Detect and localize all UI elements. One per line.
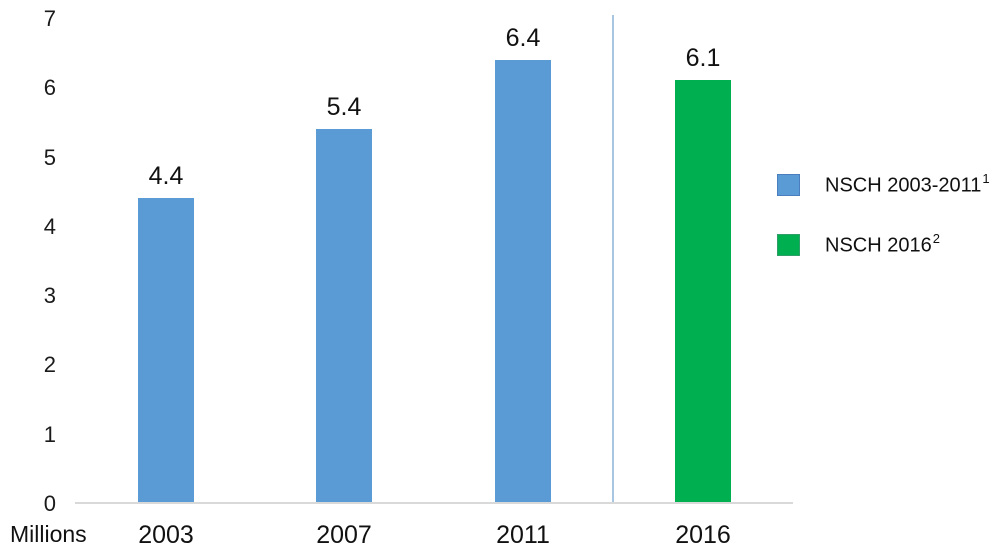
bar-2011	[495, 59, 551, 503]
legend-label-text: NSCH 2016	[825, 234, 932, 257]
legend-label-nsch-2003-2011: NSCH 2003-20111	[825, 170, 990, 198]
x-category-label-2003: 2003	[138, 521, 194, 549]
bar-value-label-2007: 5.4	[326, 92, 362, 121]
legend-footnote-superscript-1: 1	[982, 170, 990, 186]
bar-value-label-2016: 6.1	[685, 44, 721, 73]
legend-label-nsch-2016: NSCH 20162	[825, 230, 940, 258]
y-tick-1: 1	[43, 421, 56, 447]
bar-2016	[675, 80, 731, 503]
legend-swatch-green	[777, 233, 800, 256]
bar-2007	[316, 128, 372, 503]
bar-2003	[138, 198, 194, 503]
x-category-label-2007: 2007	[316, 521, 372, 549]
bar-value-label-2011: 6.4	[505, 23, 541, 52]
y-tick-4: 4	[43, 213, 56, 239]
y-tick-6: 6	[43, 75, 56, 101]
x-axis-line	[75, 502, 793, 504]
y-tick-3: 3	[43, 283, 56, 309]
y-tick-2: 2	[43, 352, 56, 378]
y-axis-unit-label: Millions	[10, 521, 87, 547]
x-category-label-2011: 2011	[496, 521, 550, 549]
y-tick-7: 7	[43, 6, 56, 31]
legend: NSCH 2003-20111 NSCH 20162	[777, 170, 990, 292]
legend-swatch-blue	[777, 173, 800, 196]
legend-item-nsch-2016: NSCH 20162	[777, 230, 989, 258]
legend-footnote-superscript-2: 2	[932, 230, 940, 246]
y-tick-0: 0	[43, 491, 56, 516]
legend-label-text: NSCH 2003-2011	[825, 174, 982, 197]
legend-item-nsch-2003-2011: NSCH 2003-20111	[777, 170, 990, 198]
x-category-label-2016: 2016	[675, 521, 731, 549]
y-tick-5: 5	[43, 144, 56, 170]
series-separator-line	[612, 15, 614, 503]
bar-value-label-2003: 4.4	[148, 162, 184, 191]
